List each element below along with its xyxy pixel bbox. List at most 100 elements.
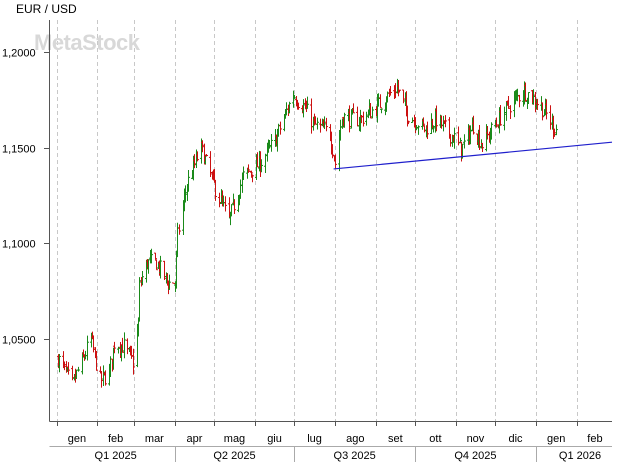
ohlc-bar: [426, 121, 429, 140]
ohlc-bar: [507, 96, 510, 109]
month-label: dic: [508, 433, 523, 445]
ohlc-bar: [435, 105, 438, 132]
month-label: feb: [108, 433, 123, 445]
month-label: feb: [587, 433, 602, 445]
ohlc-bar: [362, 111, 365, 127]
ohlc-bar: [348, 105, 351, 133]
month-label: ago: [346, 433, 364, 445]
ohlc-bar: [302, 99, 305, 118]
month-label: gen: [68, 433, 86, 445]
quarter-label: Q4 2025: [454, 450, 496, 462]
month-label: giu: [267, 433, 282, 445]
ohlc-bar: [365, 111, 368, 126]
y-tick-label: 1,0500: [2, 335, 36, 347]
month-label: mag: [224, 433, 245, 445]
ohlc-bar: [184, 185, 187, 203]
y-tick-label: 1,2000: [2, 48, 36, 60]
ohlc-bar: [541, 102, 544, 121]
ohlc-bar: [218, 192, 221, 208]
ohlc-bar: [150, 248, 153, 264]
ohlc-bar: [155, 259, 158, 271]
ohlc-bar: [104, 370, 107, 386]
ohlc-bar: [86, 335, 89, 361]
ohlc-bar: [481, 142, 484, 153]
month-label: gen: [547, 433, 565, 445]
ohlc-bar: [389, 85, 392, 96]
ohlc-bar: [343, 112, 346, 128]
ohlc-bar: [63, 361, 66, 371]
ohlc-bar: [472, 115, 475, 135]
ohlc-bar: [545, 99, 548, 120]
ohlc-bar: [137, 317, 140, 337]
month-label: lug: [307, 433, 322, 445]
ohlc-bar: [159, 255, 162, 279]
ohlc-bar: [95, 351, 98, 371]
axes: [49, 20, 612, 447]
quarter-label: Q3 2025: [334, 450, 376, 462]
y-tick-label: 1,1000: [2, 239, 36, 251]
ohlc-bar: [196, 151, 199, 162]
ohlc-bar: [256, 152, 259, 168]
ohlc-bar: [288, 101, 291, 114]
ohlc-bar: [319, 118, 322, 133]
ohlc-bar: [478, 125, 481, 150]
ohlc-bar: [325, 117, 328, 132]
ohlc-bar: [380, 108, 383, 114]
ohlc-bar: [264, 153, 267, 173]
ohlc-bar: [377, 93, 380, 107]
price-bars: [57, 78, 558, 388]
ohlc-bar: [379, 94, 382, 109]
ohlc-bar: [432, 125, 435, 133]
ohlc-bar: [524, 82, 527, 102]
ohlc-bar: [163, 260, 166, 281]
ohlc-bar: [201, 140, 204, 153]
ohlc-bar: [356, 106, 359, 127]
ohlc-bar: [323, 116, 326, 130]
ohlc-bar: [154, 252, 157, 260]
ohlc-bar: [205, 153, 208, 157]
ohlc-bar: [121, 337, 124, 353]
chart-title: EUR / USD: [16, 2, 77, 16]
ohlc-bar: [553, 128, 556, 137]
ohlc-bar: [417, 125, 420, 135]
ohlc-bar: [279, 121, 282, 135]
ohlc-bar: [123, 332, 126, 359]
y-tick-label: 1,1500: [2, 144, 36, 156]
ohlc-bar: [230, 204, 233, 217]
ohlc-bar: [469, 125, 472, 145]
ohlc-bar: [268, 140, 271, 149]
ohlc-bar: [214, 179, 217, 201]
ohlc-bar: [117, 346, 120, 354]
ohlc-bar: [132, 348, 135, 375]
ohlc-bar: [178, 224, 181, 235]
ohlc-bar: [490, 122, 493, 140]
ohlc-bar: [453, 127, 456, 149]
ohlc-bar: [130, 345, 133, 359]
x-tick-labels: gen feb mar apr mag giu lug ago set ott nov dic gen f…: [68, 433, 603, 462]
ohlc-bar: [398, 89, 401, 93]
ohlc-bar: [102, 365, 105, 386]
ohlc-bar: [168, 274, 171, 290]
ohlc-bar: [77, 366, 80, 372]
ohlc-bar: [306, 96, 309, 109]
ohlc-bar: [224, 196, 227, 212]
ohlc-bar: [209, 151, 212, 178]
ohlc-bar: [411, 117, 414, 124]
ohlc-bar: [352, 103, 355, 114]
ohlc-bar: [549, 105, 552, 130]
ohlc-bar: [440, 115, 443, 129]
month-label: ott: [429, 433, 441, 445]
ohlc-bar: [71, 365, 74, 381]
ohlc-bar: [334, 154, 337, 169]
ohlc-bar: [193, 154, 196, 169]
ohlc-bar: [100, 370, 103, 388]
quarter-label: Q1 2026: [559, 450, 601, 462]
ohlc-bar: [67, 362, 70, 375]
ohlc-bar: [138, 277, 141, 321]
trendline: [333, 141, 613, 170]
ohlc-bar: [331, 144, 334, 159]
ohlc-bar: [141, 270, 144, 286]
ohlc-bar: [407, 120, 410, 125]
